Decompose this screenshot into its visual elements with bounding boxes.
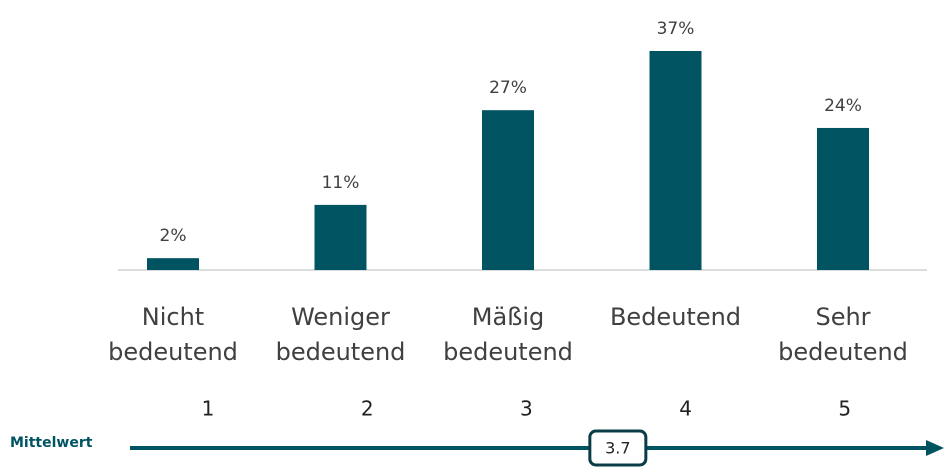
mean-box: [588, 429, 648, 467]
category-label: Weniger bedeutend: [276, 303, 406, 366]
scale-label: 4: [679, 397, 692, 421]
scale-label: 3: [520, 397, 533, 421]
value-label: 24%: [824, 96, 862, 116]
category-label: Bedeutend: [610, 303, 741, 331]
bar: [817, 127, 869, 270]
bar: [482, 110, 534, 271]
value-label: 37%: [657, 19, 695, 39]
category-label: Sehr bedeutend: [778, 303, 908, 366]
mean-label: Mittelwert: [10, 435, 93, 451]
arrow-head: [926, 440, 944, 456]
value-label: 11%: [322, 173, 360, 193]
category-label: Nicht bedeutend: [108, 303, 238, 366]
bar: [147, 258, 199, 270]
value-label: 2%: [160, 226, 187, 246]
scale-label: 1: [202, 397, 215, 421]
bar: [314, 204, 367, 270]
mean-value: 3.7: [605, 439, 630, 458]
category-label: Mäßig bedeutend: [443, 303, 573, 366]
bar: [649, 51, 702, 270]
value-label: 27%: [489, 78, 527, 98]
scale-label: 5: [838, 397, 851, 421]
scale-label: 2: [361, 397, 374, 421]
